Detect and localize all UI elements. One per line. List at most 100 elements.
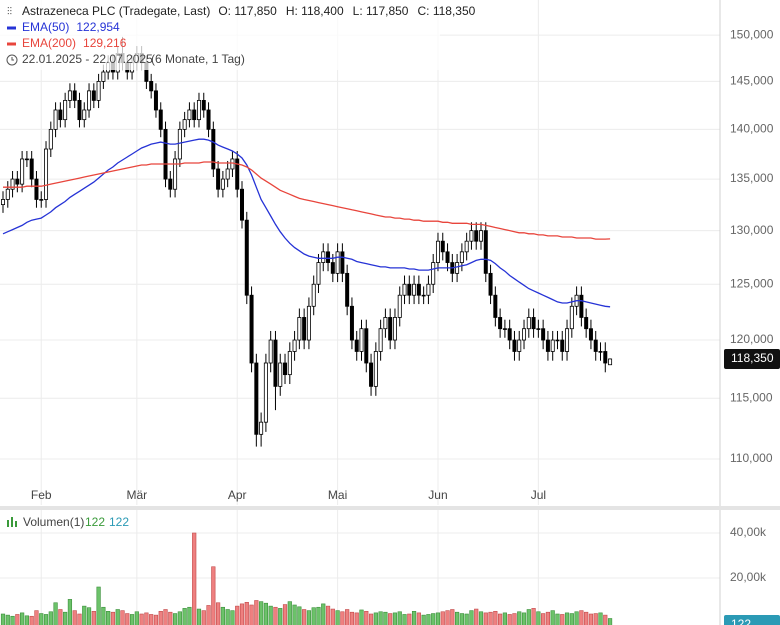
volume-bar [230, 610, 235, 625]
candle-body [588, 328, 593, 341]
candle-body [402, 283, 407, 296]
candle-body [72, 90, 77, 101]
candle-body [608, 358, 613, 366]
last-price-badge [724, 348, 780, 369]
candle-body [388, 317, 393, 341]
candle-body [522, 328, 527, 341]
volume-bar [416, 612, 421, 625]
volume-bar [273, 606, 278, 625]
volume-bar [20, 612, 25, 625]
volume-bar [550, 610, 555, 625]
candle-body [459, 251, 464, 263]
volume-bar [569, 613, 574, 625]
volume-bar [512, 613, 517, 625]
candle-body [173, 158, 178, 190]
volume-bar [493, 610, 498, 625]
volume-bar [584, 611, 589, 625]
candle-body [67, 90, 72, 101]
candle-body [584, 317, 589, 330]
candle-body [91, 90, 96, 101]
candle-body [287, 351, 292, 376]
candle-body [259, 421, 264, 435]
y-tick-label: 120,000 [730, 332, 774, 346]
volume-bar [574, 611, 579, 625]
volume-bar [110, 611, 116, 625]
candle-body [101, 71, 106, 82]
candle-body [96, 81, 101, 101]
candle-body [598, 351, 603, 353]
volume-label: 122 [109, 515, 129, 529]
candle-body [158, 109, 163, 130]
volume-bar [383, 611, 388, 625]
volume-bar [588, 613, 594, 625]
y-tick-label: 115,000 [730, 390, 773, 404]
last-price-label: 118,350 [731, 351, 774, 365]
volume-bar [306, 610, 312, 625]
volume-icon [7, 520, 9, 527]
legend-value: 122,954 [76, 20, 120, 34]
y-tick-label: 110,000 [730, 451, 773, 465]
volume-bar [196, 608, 202, 625]
candle-body [244, 219, 249, 296]
volume-bar [235, 605, 240, 625]
candle-body [268, 339, 273, 364]
volume-bar [579, 610, 584, 625]
clock-icon [6, 54, 18, 66]
volume-bar [421, 614, 426, 625]
candle-body [149, 81, 154, 92]
candle-body [359, 328, 364, 352]
volume-bar [507, 614, 512, 625]
candle-body [531, 317, 536, 330]
volume-bar [239, 603, 245, 625]
volume-bar [526, 609, 531, 625]
candle-body [292, 339, 297, 352]
candle-body [412, 283, 417, 296]
volume-bar [402, 614, 407, 625]
y-tick-label: 20,00k [730, 570, 767, 584]
candle-body [445, 251, 450, 263]
candle-body [545, 339, 550, 352]
volume-bar [82, 605, 87, 625]
candle-body [249, 294, 254, 364]
volume-badge [724, 615, 780, 625]
ema-line [3, 161, 611, 240]
candle-body [555, 339, 560, 342]
candle-body [177, 128, 182, 160]
volume-bar [598, 612, 603, 625]
candle-body [326, 251, 331, 263]
candle-body [230, 158, 235, 170]
candle-body [48, 128, 53, 150]
x-tick-label: Mai [328, 488, 347, 502]
candle-body [29, 158, 34, 180]
chart-icon: ⫶⫶ [7, 7, 12, 18]
volume-icon [11, 517, 13, 527]
volume-bar [316, 606, 321, 625]
legend-swatch [7, 42, 16, 46]
volume-bar [96, 586, 101, 625]
candle-body [440, 240, 445, 253]
y-tick-label: 140,000 [730, 122, 774, 136]
candle-body [421, 294, 426, 297]
volume-bar [564, 612, 570, 625]
volume-bar [607, 618, 613, 625]
candle-body [383, 317, 388, 330]
volume-bar [282, 604, 288, 625]
volume-bar [182, 608, 187, 625]
volume-bar [541, 613, 546, 625]
candle-body [82, 109, 87, 121]
candle-body [364, 328, 369, 364]
volume-bar [211, 566, 216, 625]
x-tick-label: Jun [428, 488, 447, 502]
candle-body [512, 339, 517, 352]
volume-bar [478, 611, 484, 625]
candle-body [345, 272, 350, 307]
candle-body [254, 362, 259, 435]
candle-body [53, 109, 58, 130]
volume-bar [431, 613, 436, 625]
volume-bar [91, 610, 96, 625]
volume-bar [536, 611, 541, 625]
volume-bar [555, 613, 560, 625]
volume-bar [354, 612, 359, 625]
volume-bar [129, 614, 135, 625]
volume-bar [435, 612, 441, 625]
